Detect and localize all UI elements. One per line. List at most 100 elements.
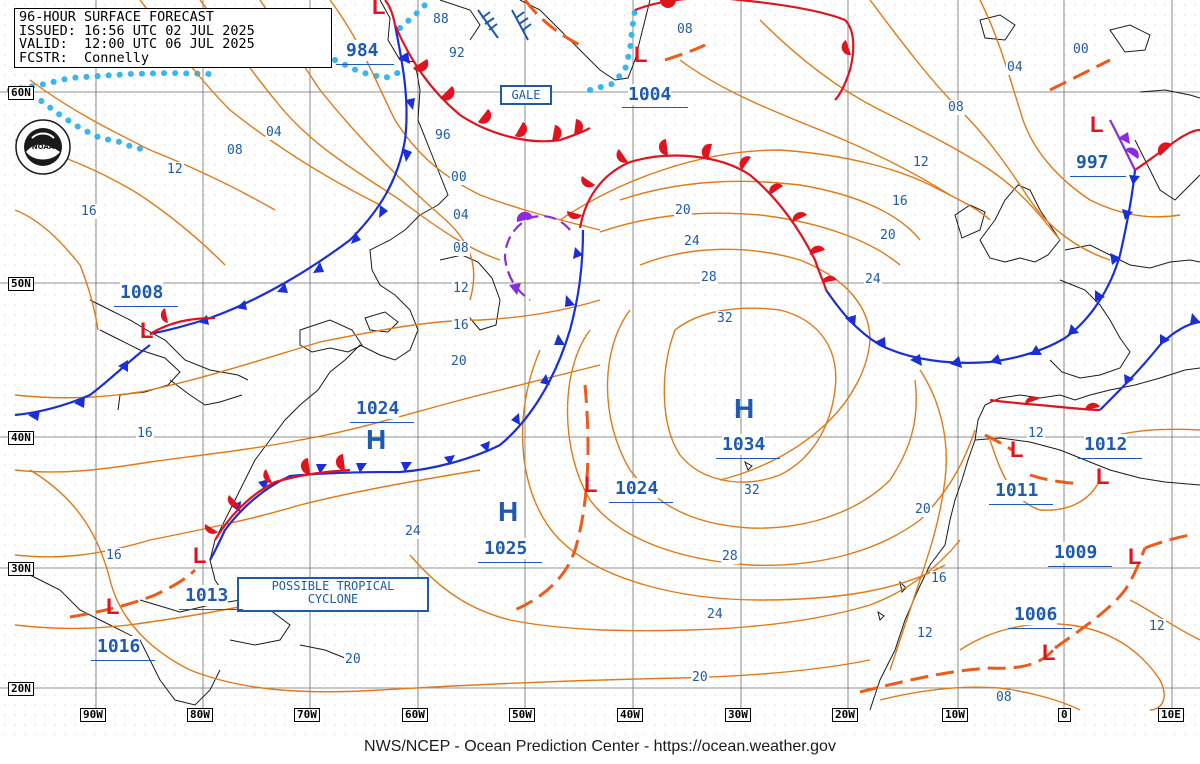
low-symbol: L <box>1010 437 1024 462</box>
low-symbol: L <box>584 472 598 497</box>
pressure-value: 1012 <box>1084 434 1128 455</box>
high-symbol: H <box>498 496 519 527</box>
pressure-value: 1016 <box>97 636 141 657</box>
low-symbol: L <box>106 594 120 619</box>
ice-edge <box>7 2 638 153</box>
isobar-label: 12 <box>912 155 930 170</box>
isobar-label: 24 <box>706 607 724 622</box>
isobar-label: 32 <box>743 483 761 498</box>
troughs <box>69 0 1191 694</box>
pressure-value: 1024 <box>356 398 400 419</box>
isobar-label: 08 <box>995 690 1013 705</box>
isobar-label: 00 <box>1072 42 1090 57</box>
issued-time: ISSUED: 16:56 UTC 02 JUL 2025 <box>19 22 255 39</box>
low-symbol: L <box>1042 640 1056 665</box>
pressure-value: 1034 <box>722 434 766 455</box>
isobar-label: 08 <box>676 22 694 37</box>
high-symbol: H <box>734 393 755 424</box>
pressure-value: 1008 <box>120 282 164 303</box>
lon-label-70w: 70W <box>294 708 320 722</box>
pressure-value: 1013 <box>185 585 229 606</box>
graticule <box>0 0 1200 710</box>
lon-label-60w: 60W <box>402 708 428 722</box>
lon-label-50w: 50W <box>509 708 535 722</box>
lon-label-40w: 40W <box>617 708 643 722</box>
lat-label-60n: 60N <box>8 86 34 100</box>
tropical-cyclone-label: POSSIBLE TROPICAL CYCLONE <box>237 577 429 612</box>
pressure-value: 1006 <box>1014 604 1058 625</box>
lon-label-10e: 10E <box>1158 708 1184 722</box>
low-symbol: L <box>372 0 386 19</box>
pressure-value: 1024 <box>615 478 659 499</box>
isobar-label: 24 <box>683 234 701 249</box>
isobar-label: 24 <box>864 272 882 287</box>
isobar-label: 08 <box>947 100 965 115</box>
isobar-label: 12 <box>1148 619 1166 634</box>
isobar-label: 08 <box>226 143 244 158</box>
low-symbol: L <box>634 42 648 67</box>
isobar-label: 96 <box>434 128 452 143</box>
isobar-label: 32 <box>716 311 734 326</box>
forecaster: FCSTR: Connelly <box>19 49 150 66</box>
occluded-fronts <box>503 119 1136 301</box>
warm-front-bumps <box>160 0 1172 534</box>
low-symbol: L <box>1096 464 1110 489</box>
pressure-value: 1004 <box>628 84 672 105</box>
low-symbol: L <box>193 543 207 568</box>
high-symbol: H <box>366 424 387 455</box>
isobar-label: 88 <box>432 12 450 27</box>
lon-label-80w: 80W <box>187 708 213 722</box>
lon-label-90w: 90W <box>80 708 106 722</box>
isobar-label: 16 <box>136 426 154 441</box>
isobar-label: 28 <box>721 549 739 564</box>
isobar-label: 16 <box>891 194 909 209</box>
svg-text:NOAA: NOAA <box>32 143 55 151</box>
low-symbol: L <box>1090 112 1104 137</box>
forecast-header: 96-HOUR SURFACE FORECAST ISSUED: 16:56 U… <box>14 8 332 68</box>
isobar-label: 16 <box>80 204 98 219</box>
weather-map <box>0 0 1200 735</box>
pressure-value: 1009 <box>1054 542 1098 563</box>
isobar-label: 16 <box>930 571 948 586</box>
gale-warning-label: GALE <box>500 85 552 105</box>
isobar-label: 24 <box>404 524 422 539</box>
lat-label-40n: 40N <box>8 431 34 445</box>
isobar-label: 04 <box>265 125 283 140</box>
cold-front-barbs <box>28 52 1200 512</box>
isobar-label: 00 <box>450 170 468 185</box>
lat-label-50n: 50N <box>8 277 34 291</box>
isobar-label: 16 <box>105 548 123 563</box>
low-symbol: L <box>140 318 154 343</box>
isobar-label: 20 <box>879 228 897 243</box>
pressure-value: 997 <box>1076 152 1109 173</box>
isobar-label: 20 <box>344 652 362 667</box>
isobar-label: 28 <box>700 270 718 285</box>
tropical-line-1: POSSIBLE TROPICAL <box>271 579 395 593</box>
isobar-label: 20 <box>450 354 468 369</box>
isobar-label: 12 <box>452 281 470 296</box>
noaa-logo-icon: NOAA <box>15 119 71 175</box>
wind-barbs <box>477 9 532 41</box>
lon-label-30w: 30W <box>725 708 751 722</box>
footer-credit: NWS/NCEP - Ocean Prediction Center - htt… <box>364 738 836 755</box>
isobar-label: 20 <box>691 670 709 685</box>
isobar-label: 12 <box>916 626 934 641</box>
low-symbol: L <box>1128 544 1142 569</box>
warm-fronts <box>149 0 1200 541</box>
lon-label-10w: 10W <box>942 708 968 722</box>
forecast-title: 96-HOUR SURFACE FORECAST <box>19 9 215 25</box>
tropical-line-2: CYCLONE <box>307 592 359 606</box>
isobars <box>14 0 1200 711</box>
valid-time: VALID: 12:00 UTC 06 JUL 2025 <box>19 36 255 52</box>
occluded-front-symbols <box>509 132 1139 295</box>
isobar-label: 92 <box>448 46 466 61</box>
pressure-value: 1025 <box>484 538 528 559</box>
lon-label-20w: 20W <box>832 708 858 722</box>
isobar-label: 16 <box>452 318 470 333</box>
isobar-label: 12 <box>166 162 184 177</box>
isobar-label: 20 <box>674 203 692 218</box>
lat-label-20n: 20N <box>8 682 34 696</box>
isobar-label: 12 <box>1027 426 1045 441</box>
isobar-label: 20 <box>914 502 932 517</box>
lon-label-0: 0 <box>1058 708 1071 722</box>
